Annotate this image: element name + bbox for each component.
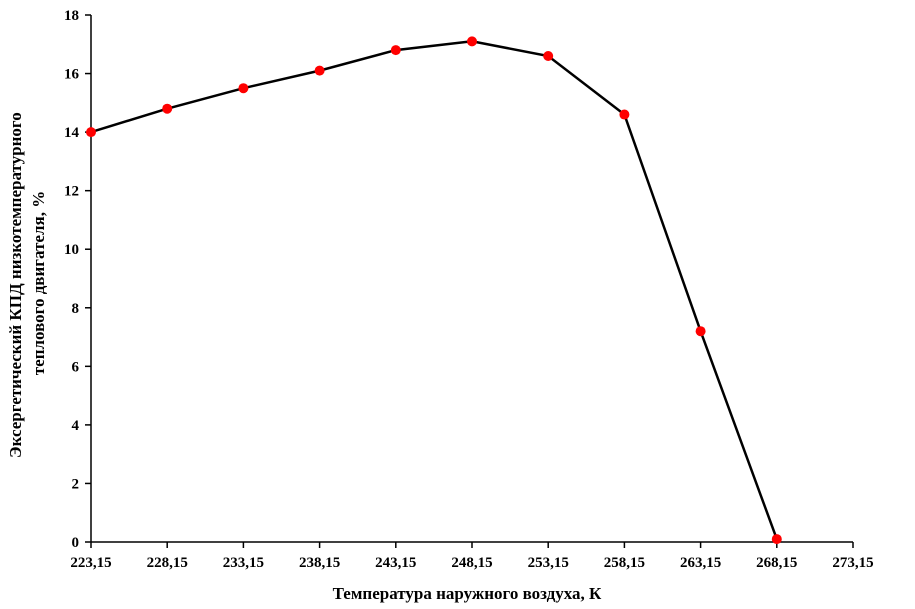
x-tick-label: 243,15: [375, 555, 416, 571]
y-tick-label: 18: [64, 8, 79, 24]
y-ticks: 0 2 4 6 8 10 12 14 16 18: [64, 8, 91, 551]
x-tick-label: 268,15: [756, 555, 797, 571]
series-line: [90, 40, 778, 540]
x-axis-title: Температура наружного воздуха, К: [333, 584, 602, 603]
data-point: [467, 36, 477, 47]
y-axis-title: Эксергетический КПД низкотемпературного …: [6, 108, 48, 458]
y-tick-label: 10: [64, 242, 79, 258]
x-ticks: 223,15 228,15 233,15 238,15 243,15 248,15 253,…: [70, 542, 874, 571]
y-tick-label: 12: [64, 184, 79, 200]
data-point: [543, 50, 554, 61]
x-tick-label: 223,15: [70, 555, 111, 571]
y-tick-label: 16: [64, 67, 80, 83]
x-tick-label: 248,15: [451, 555, 492, 571]
data-point: [162, 103, 173, 114]
data-point: [695, 326, 706, 337]
data-point: [390, 45, 401, 56]
x-tick-label: 263,15: [680, 555, 721, 571]
data-point: [619, 109, 630, 120]
data-point: [86, 127, 96, 138]
series: [86, 36, 782, 545]
y-axis-title-line-2: теплового двигателя, %: [29, 191, 48, 375]
y-tick-label: 2: [72, 476, 80, 492]
data-point: [238, 83, 249, 94]
data-point: [314, 65, 325, 76]
x-tick-label: 253,15: [528, 555, 569, 571]
y-tick-label: 14: [64, 125, 80, 141]
y-tick-label: 0: [72, 535, 80, 551]
y-tick-label: 6: [72, 359, 80, 375]
y-tick-label: 4: [72, 418, 80, 434]
x-tick-label: 238,15: [299, 555, 340, 571]
x-tick-label: 273,15: [832, 555, 873, 571]
y-axis-title-line-1: Эксергетический КПД низкотемпературного: [6, 112, 25, 458]
axes: [90, 15, 853, 543]
y-tick-label: 8: [72, 301, 80, 317]
x-tick-label: 233,15: [223, 555, 264, 571]
x-tick-label: 228,15: [147, 555, 188, 571]
x-tick-label: 258,15: [604, 555, 645, 571]
data-point: [771, 534, 782, 545]
